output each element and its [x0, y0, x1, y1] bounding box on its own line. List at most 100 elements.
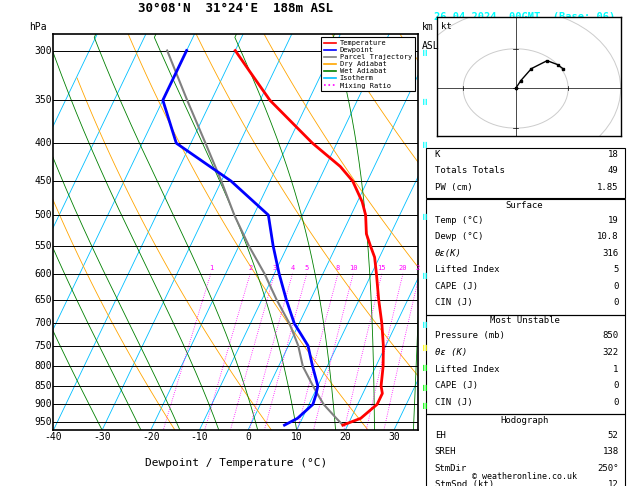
Text: 450: 450 — [34, 176, 52, 186]
Text: Pressure (mb): Pressure (mb) — [435, 331, 504, 341]
Text: 5: 5 — [613, 265, 618, 275]
Text: Surface: Surface — [506, 201, 543, 210]
Text: 750: 750 — [34, 341, 52, 350]
Text: PW (cm): PW (cm) — [435, 183, 472, 192]
Bar — [426, 315, 625, 414]
Text: 850: 850 — [603, 331, 618, 341]
Text: 700: 700 — [34, 318, 52, 329]
Text: -20: -20 — [142, 432, 160, 442]
Text: 26.04.2024  00GMT  (Base: 06): 26.04.2024 00GMT (Base: 06) — [434, 12, 615, 22]
Text: Lifted Index: Lifted Index — [435, 364, 499, 374]
Text: 25: 25 — [415, 264, 424, 271]
Text: Dewpoint / Temperature (°C): Dewpoint / Temperature (°C) — [145, 458, 327, 468]
Text: © weatheronline.co.uk: © weatheronline.co.uk — [472, 472, 577, 481]
Text: ASL: ASL — [421, 41, 439, 52]
Text: -30: -30 — [93, 432, 111, 442]
Text: ≡: ≡ — [420, 270, 430, 278]
Text: 20: 20 — [399, 264, 407, 271]
Text: SREH: SREH — [435, 447, 456, 456]
Text: 1: 1 — [613, 364, 618, 374]
Text: 300: 300 — [34, 46, 52, 55]
Text: ≡: ≡ — [420, 342, 430, 350]
Text: 0: 0 — [613, 298, 618, 308]
Text: θε(K): θε(K) — [435, 249, 462, 258]
Text: 322: 322 — [603, 348, 618, 357]
Text: CAPE (J): CAPE (J) — [435, 381, 478, 390]
Text: 1: 1 — [420, 399, 426, 409]
Text: EH: EH — [435, 431, 445, 440]
Text: 950: 950 — [34, 417, 52, 427]
Text: StmDir: StmDir — [435, 464, 467, 473]
Text: 52: 52 — [608, 431, 618, 440]
Text: ≡: ≡ — [420, 47, 430, 54]
Text: CIN (J): CIN (J) — [435, 298, 472, 308]
Text: ≡: ≡ — [420, 319, 430, 328]
Text: Most Unstable: Most Unstable — [489, 316, 560, 326]
Legend: Temperature, Dewpoint, Parcel Trajectory, Dry Adiabat, Wet Adiabat, Isotherm, Mi: Temperature, Dewpoint, Parcel Trajectory… — [321, 37, 415, 91]
Text: 3: 3 — [272, 264, 277, 271]
Text: 10: 10 — [291, 432, 303, 442]
Text: 1.85: 1.85 — [597, 183, 618, 192]
Text: 4: 4 — [291, 264, 294, 271]
Text: 550: 550 — [34, 241, 52, 251]
Bar — [426, 199, 625, 315]
Text: 10.8: 10.8 — [597, 232, 618, 242]
Text: StmSpd (kt): StmSpd (kt) — [435, 480, 494, 486]
Text: 500: 500 — [34, 210, 52, 220]
Text: 5: 5 — [304, 264, 309, 271]
Text: 0: 0 — [613, 381, 618, 390]
Text: 316: 316 — [603, 249, 618, 258]
Text: -40: -40 — [45, 432, 62, 442]
Text: 4: 4 — [420, 269, 426, 279]
Text: 18: 18 — [608, 150, 618, 159]
Text: 350: 350 — [34, 95, 52, 105]
Text: ≡: ≡ — [420, 96, 430, 104]
Text: ≡: ≡ — [420, 211, 430, 219]
Text: hPa: hPa — [30, 21, 47, 32]
Text: 0: 0 — [613, 282, 618, 291]
Text: 0: 0 — [245, 432, 251, 442]
Text: 6: 6 — [420, 204, 426, 213]
Text: θε (K): θε (K) — [435, 348, 467, 357]
Text: 19: 19 — [608, 216, 618, 225]
Text: 8: 8 — [336, 264, 340, 271]
Text: 30°08'N  31°24'E  188m ASL: 30°08'N 31°24'E 188m ASL — [138, 1, 333, 15]
Text: 850: 850 — [34, 381, 52, 391]
Text: 2: 2 — [248, 264, 252, 271]
Text: 2: 2 — [420, 362, 426, 371]
Text: 3: 3 — [420, 318, 426, 329]
Text: 7: 7 — [420, 142, 426, 152]
Text: Dewp (°C): Dewp (°C) — [435, 232, 483, 242]
Text: 49: 49 — [608, 166, 618, 175]
Text: 20: 20 — [340, 432, 351, 442]
Text: ≡: ≡ — [420, 382, 430, 390]
Text: Totals Totals: Totals Totals — [435, 166, 504, 175]
Text: km: km — [421, 21, 433, 32]
Bar — [426, 414, 625, 486]
Text: Mixing Ratio (g/kg): Mixing Ratio (g/kg) — [450, 208, 459, 296]
Text: 30: 30 — [388, 432, 400, 442]
Text: 5: 5 — [420, 241, 426, 251]
Text: 12: 12 — [608, 480, 618, 486]
Text: 138: 138 — [603, 447, 618, 456]
Text: 10: 10 — [349, 264, 357, 271]
Text: Hodograph: Hodograph — [501, 416, 548, 425]
Text: LCL: LCL — [420, 390, 435, 399]
Text: 8: 8 — [420, 66, 426, 76]
Bar — [426, 148, 625, 198]
Text: ≡: ≡ — [420, 139, 430, 147]
Text: ≡: ≡ — [420, 363, 430, 370]
Text: ≡: ≡ — [420, 400, 430, 408]
Text: CAPE (J): CAPE (J) — [435, 282, 478, 291]
Text: Temp (°C): Temp (°C) — [435, 216, 483, 225]
Text: Lifted Index: Lifted Index — [435, 265, 499, 275]
Text: 1: 1 — [209, 264, 213, 271]
Text: 400: 400 — [34, 138, 52, 148]
Text: 250°: 250° — [597, 464, 618, 473]
Text: 900: 900 — [34, 399, 52, 409]
Text: 15: 15 — [377, 264, 386, 271]
Text: -10: -10 — [191, 432, 208, 442]
Text: 800: 800 — [34, 362, 52, 371]
Text: 0: 0 — [613, 398, 618, 407]
Text: CIN (J): CIN (J) — [435, 398, 472, 407]
